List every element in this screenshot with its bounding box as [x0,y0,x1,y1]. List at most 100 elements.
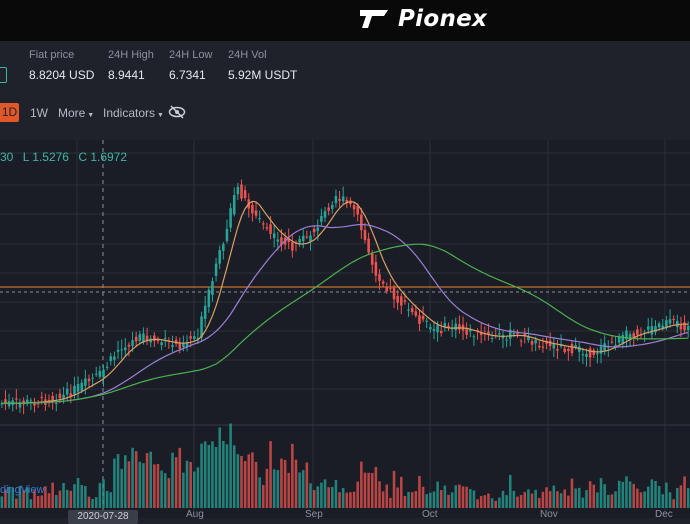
volume-bar [672,499,675,508]
volume-bar [240,455,243,508]
interval-1d-button[interactable]: 1D [0,103,19,122]
candle-body [236,186,240,195]
volume-bar [349,492,352,508]
volume-bar [160,470,163,508]
volume-bar [331,486,334,508]
candle-body [331,204,334,209]
volume-bar [269,441,272,508]
volume-bar [51,482,54,508]
candle-body [276,239,280,242]
volume-bar [603,484,606,508]
interval-1w-button[interactable]: 1W [30,106,48,120]
stat-value: 8.9441 [108,68,145,82]
eye-off-icon[interactable] [168,105,186,122]
volume-bar [574,488,577,508]
volume-bar [171,452,174,508]
volume-bar [283,459,287,508]
volume-bar [570,478,574,508]
candle-body [672,318,675,321]
volume-bar [18,485,22,508]
volume-bar [225,444,229,508]
volume-bar [479,496,483,508]
candle-body [73,385,76,395]
volume-bar [607,494,610,508]
candle-body [512,333,516,335]
candle-body [18,402,22,408]
candle-body [25,399,29,404]
candle-body [381,281,385,284]
volume-bar [523,492,527,508]
volume-bar [654,481,657,508]
x-label-dec: Dec [655,509,673,520]
volume-bar [639,492,643,508]
candle-body [567,348,570,352]
volume-bar [298,472,301,508]
pionex-logo[interactable]: Pionex [358,4,487,34]
volume-bar [541,491,545,508]
volume-bar [421,486,425,508]
stat-24h-vol: 24H Vol 5.92M USDT [228,49,297,82]
candle-body [538,345,541,348]
volume-bar [683,476,686,508]
candle-body [410,308,414,313]
candle-body [465,329,468,335]
candle-body [621,334,625,344]
volume-bar [512,490,516,508]
indicators-dropdown[interactable]: Indicators ▼ [103,106,164,120]
candle-body [312,228,316,233]
volume-bar [374,466,378,508]
volume-bar [461,486,465,508]
candle-body [429,327,432,330]
more-dropdown[interactable]: More ▼ [58,106,94,120]
volume-bar [134,451,138,508]
volume-bar [381,491,385,508]
candle-body [592,350,596,355]
candle-body [189,336,192,339]
volume-bar [105,490,109,508]
volume-bar [196,467,200,508]
candle-body [193,336,196,340]
volume-bar [124,455,127,508]
pair-icon[interactable] [0,67,7,83]
stat-fiat-price: Fiat price 8.8204 USD [29,49,94,82]
candle-body [661,325,665,329]
top-bar: Pionex [0,0,690,41]
volume-bar [211,441,214,508]
volume-bar [55,495,58,508]
volume-bar [254,461,258,508]
stat-value: 8.8204 USD [29,68,95,82]
volume-bar [686,488,690,508]
candle-body [232,195,236,215]
candle-body [472,336,476,338]
volume-bar [534,489,537,508]
volume-bar [149,451,152,508]
volume-bar [102,479,105,508]
price-chart[interactable] [0,140,690,518]
volume-bar [352,491,356,508]
x-label-aug: Aug [186,509,204,520]
volume-bar [44,486,47,508]
candle-body [131,340,134,346]
volume-bar [400,476,403,508]
volume-bar [341,487,345,508]
volume-bar [545,487,548,508]
volume-bar [360,461,363,508]
volume-bar [552,485,556,508]
candle-body [196,337,200,339]
candle-body [33,401,36,406]
volume-bar [447,494,450,508]
caret-down-icon: ▼ [85,112,95,119]
volume-bar [490,498,494,508]
volume-bar [429,492,432,508]
volume-bar [247,454,251,508]
candle-body [182,343,185,348]
ohlc-close: C 1.6972 [78,150,128,164]
candle-body [563,348,566,352]
chart-canvas[interactable] [0,140,690,518]
caret-down-icon: ▼ [155,112,164,119]
volume-bar [91,498,94,508]
candle-body [113,356,116,360]
volume-bar [389,497,392,508]
candle-body [323,210,327,218]
candle-body [200,316,203,338]
